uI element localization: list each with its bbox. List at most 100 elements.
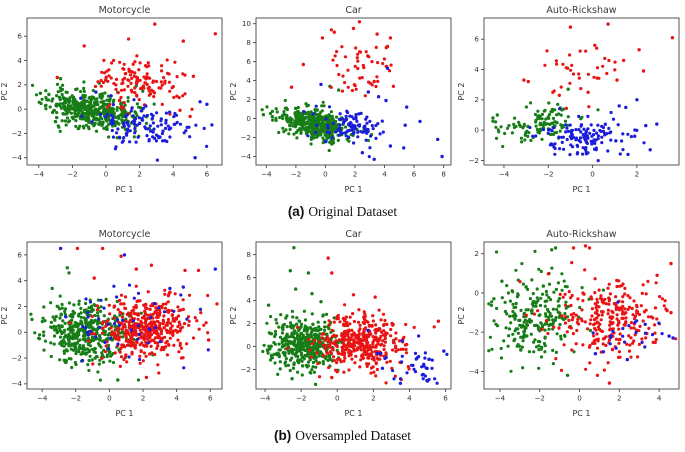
plot-cell-motorcycle-oversampled: Motorcycle PC 1 PC 2 −4 −2 0 2 4 6 −4 −2 0 2 4 6: [0, 226, 228, 424]
x-tick-label: −2: [67, 170, 78, 179]
x-tick-label: 0: [323, 170, 328, 179]
x-tick-label: 0: [334, 394, 339, 403]
y-tick-label: 8: [246, 250, 251, 259]
y-tick-label: 6: [474, 35, 479, 44]
y-tick-label: 6: [17, 32, 22, 41]
caption-b: (b) Oversampled Dataset: [0, 424, 685, 450]
x-tick-label: −2: [534, 394, 545, 403]
y-tick-label: −2: [240, 133, 251, 142]
y-tick-label: 4: [246, 76, 251, 85]
y-axis: −4 −2 0 2 4 6: [11, 250, 27, 388]
y-tick-label: −2: [11, 353, 22, 362]
x-axis-label: PC 1: [115, 409, 133, 418]
series-red-class: [68, 246, 219, 380]
x-tick-label: 0: [107, 394, 112, 403]
y-tick-label: 6: [246, 273, 251, 282]
y-axis: −4 −2 0 2: [468, 249, 484, 376]
y-tick-label: 2: [246, 319, 251, 328]
y-tick-label: 4: [17, 56, 22, 65]
x-axis: −4 −2 0 2 4 6: [37, 389, 213, 403]
caption-b-tag: (b): [273, 428, 292, 443]
series-blue-class: [301, 66, 444, 161]
x-tick-label: −4: [259, 394, 270, 403]
y-axis-label: PC 2: [0, 82, 9, 100]
x-tick-label: 0: [104, 170, 109, 179]
plot-title: Car: [345, 229, 361, 240]
x-tick-label: 8: [441, 170, 446, 179]
y-axis-label: PC 2: [0, 306, 9, 324]
x-tick-label: 4: [657, 394, 662, 403]
x-axis-label: PC 1: [115, 185, 133, 194]
y-tick-label: 10: [241, 19, 251, 28]
y-axis-label: PC 2: [229, 82, 238, 100]
series-red-class: [285, 256, 440, 385]
y-axis: −4 −2 0 2 4 6 8 10: [240, 19, 256, 161]
series-blue-class: [58, 246, 217, 370]
series-red-class: [289, 20, 395, 98]
x-tick-label: 2: [352, 170, 357, 179]
axes-box: [26, 17, 223, 166]
plot-title: Motorcycle: [99, 5, 151, 16]
x-tick-label: −4: [33, 170, 44, 179]
y-tick-label: −4: [468, 367, 479, 376]
oversampled-dataset-row: Motorcycle PC 1 PC 2 −4 −2 0 2 4 6 −4 −2 0 2 4 6 Car PC …: [0, 226, 685, 424]
x-tick-label: 6: [205, 170, 210, 179]
y-tick-label: −4: [11, 153, 22, 162]
x-tick-label: −2: [70, 394, 81, 403]
y-tick-label: 0: [246, 342, 251, 351]
x-axis: −4 −2 0 2 4: [495, 389, 662, 403]
x-tick-label: −4: [495, 394, 506, 403]
y-axis-label: PC 2: [457, 82, 466, 100]
y-tick-label: −2: [468, 156, 479, 165]
x-tick-label: 4: [407, 394, 412, 403]
y-tick-label: 4: [474, 65, 479, 74]
y-tick-label: −4: [11, 379, 22, 388]
y-tick-label: 6: [246, 57, 251, 66]
y-tick-label: 0: [474, 288, 479, 297]
series-red-class: [522, 22, 675, 110]
plot-title: Auto-Rickshaw: [546, 229, 616, 240]
y-tick-label: 0: [246, 114, 251, 123]
plot-cell-car-oversampled: Car PC 1 PC 2 −4 −2 0 2 4 6 −2 0 2 4 6 8: [229, 226, 457, 424]
x-tick-label: −2: [290, 170, 301, 179]
scatter-plot-auto-rickshaw-oversampled: Auto-Rickshaw PC 1 PC 2 −4 −2 0 2 4 −4 −2 0 2: [457, 229, 680, 418]
y-tick-label: 2: [17, 80, 22, 89]
x-tick-label: −4: [261, 170, 272, 179]
series-blue-class: [591, 300, 675, 362]
y-tick-label: 4: [17, 276, 22, 285]
plot-title: Car: [345, 5, 361, 16]
x-axis-label: PC 1: [344, 409, 362, 418]
y-tick-label: −4: [240, 152, 251, 161]
x-tick-label: 6: [443, 394, 448, 403]
plot-title: Auto-Rickshaw: [546, 5, 616, 16]
plot-cell-car-original: Car PC 1 PC 2 −4 −2 0 2 4 6 8 −4 −2 0 2 4 6 8 10: [229, 2, 457, 200]
x-tick-label: −2: [543, 170, 554, 179]
x-tick-label: −4: [37, 394, 48, 403]
x-tick-label: 4: [174, 394, 179, 403]
x-axis-label: PC 1: [572, 409, 590, 418]
x-axis-label: PC 1: [572, 185, 590, 194]
scatter-plot-car-original: Car PC 1 PC 2 −4 −2 0 2 4 6 8 −4 −2 0 2 4 6 8 10: [229, 5, 451, 194]
y-tick-label: −2: [468, 328, 479, 337]
x-tick-label: 4: [171, 170, 176, 179]
x-axis: −4 −2 0 2 4 6: [259, 389, 448, 403]
series-blue-class: [528, 98, 659, 163]
y-axis: −4 −2 0 2 4 6: [11, 32, 27, 162]
caption-a: (a) Original Dataset: [0, 200, 685, 226]
x-tick-label: 6: [411, 170, 416, 179]
series-green-class: [260, 246, 352, 387]
x-axis-label: PC 1: [344, 185, 362, 194]
x-tick-label: 2: [635, 170, 640, 179]
axes-box: [483, 17, 680, 166]
x-axis: −4 −2 0 2 4 6: [33, 165, 210, 179]
plot-cell-auto-rickshaw-original: Auto-Rickshaw PC 1 PC 2 −4 −2 0 2 −2 0 2 4 6: [457, 2, 685, 200]
caption-a-tag: (a): [287, 204, 305, 219]
x-tick-label: 2: [617, 394, 622, 403]
y-tick-label: 2: [474, 95, 479, 104]
y-tick-label: 8: [246, 38, 251, 47]
y-tick-label: 4: [246, 296, 251, 305]
y-tick-label: 2: [474, 249, 479, 258]
x-tick-label: 4: [382, 170, 387, 179]
y-tick-label: 6: [17, 250, 22, 259]
